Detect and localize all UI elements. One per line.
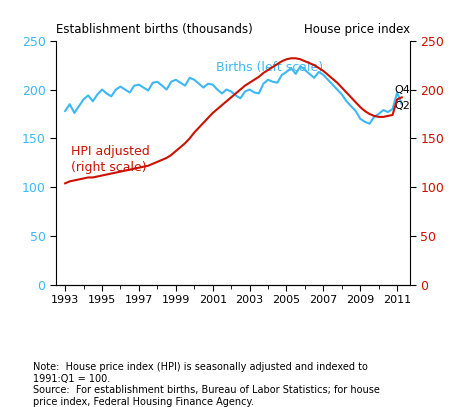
Text: Q2: Q2 xyxy=(394,101,410,111)
Text: House price index: House price index xyxy=(304,23,410,36)
Text: HPI adjusted
(right scale): HPI adjusted (right scale) xyxy=(71,145,150,174)
Text: Note:  House price index (HPI) is seasonally adjusted and indexed to
1991:Q1 = 1: Note: House price index (HPI) is seasona… xyxy=(33,362,379,407)
Text: Establishment births (thousands): Establishment births (thousands) xyxy=(56,23,253,36)
Text: Births (left scale): Births (left scale) xyxy=(216,61,323,74)
Text: Q4: Q4 xyxy=(394,85,410,94)
